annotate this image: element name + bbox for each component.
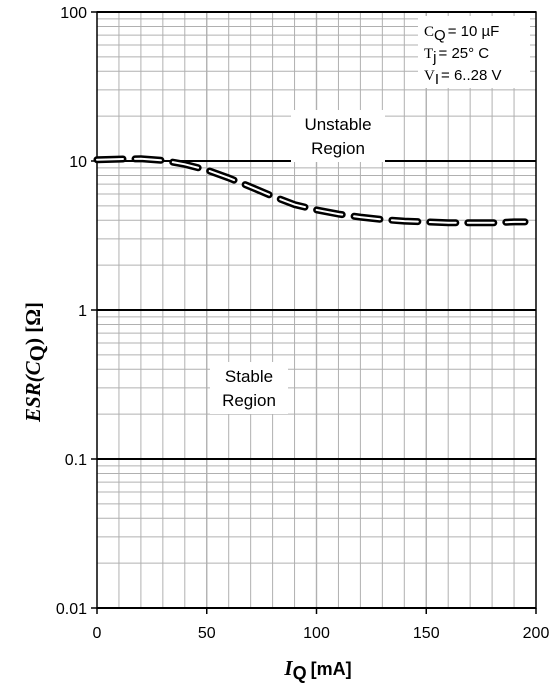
unstable-region-label: Unstable Region	[291, 110, 385, 162]
x-tick-label: 50	[198, 625, 216, 642]
x-tick-label: 0	[93, 625, 102, 642]
unstable-label-line1: Unstable	[304, 115, 371, 134]
y-tick-label: 100	[60, 5, 87, 22]
y-tick-label: 1	[78, 303, 87, 320]
y-tick-label: 10	[69, 154, 87, 171]
conditions-box: CQ = 10 µF Tj = 25° C VI = 6..28 V	[418, 16, 530, 88]
y-axis-label: ESR(CQ) [Ω]	[21, 302, 49, 423]
y-tick-label: 0.01	[56, 601, 87, 618]
condition-vi: VI = 6..28 V	[424, 67, 501, 88]
stable-label-line2: Region	[222, 391, 276, 410]
x-axis-label: IQ [mA]	[283, 656, 351, 683]
condition-tj: Tj = 25° C	[424, 45, 489, 66]
condition-cq: CQ = 10 µF	[424, 23, 499, 44]
axis-ticks: 0.01 0.1 1 10 100 0 50 100 150 200	[56, 5, 550, 642]
series-layer	[93, 155, 529, 227]
y-tick-label: 0.1	[65, 452, 87, 469]
unstable-label-line2: Region	[311, 139, 365, 158]
stable-label-line1: Stable	[225, 367, 273, 386]
esr-curve-inner	[96, 157, 526, 224]
stable-region-label: Stable Region	[210, 362, 288, 414]
x-tick-label: 200	[523, 625, 550, 642]
x-tick-label: 100	[303, 625, 330, 642]
x-tick-label: 150	[413, 625, 440, 642]
esr-curve-outer	[93, 155, 529, 227]
